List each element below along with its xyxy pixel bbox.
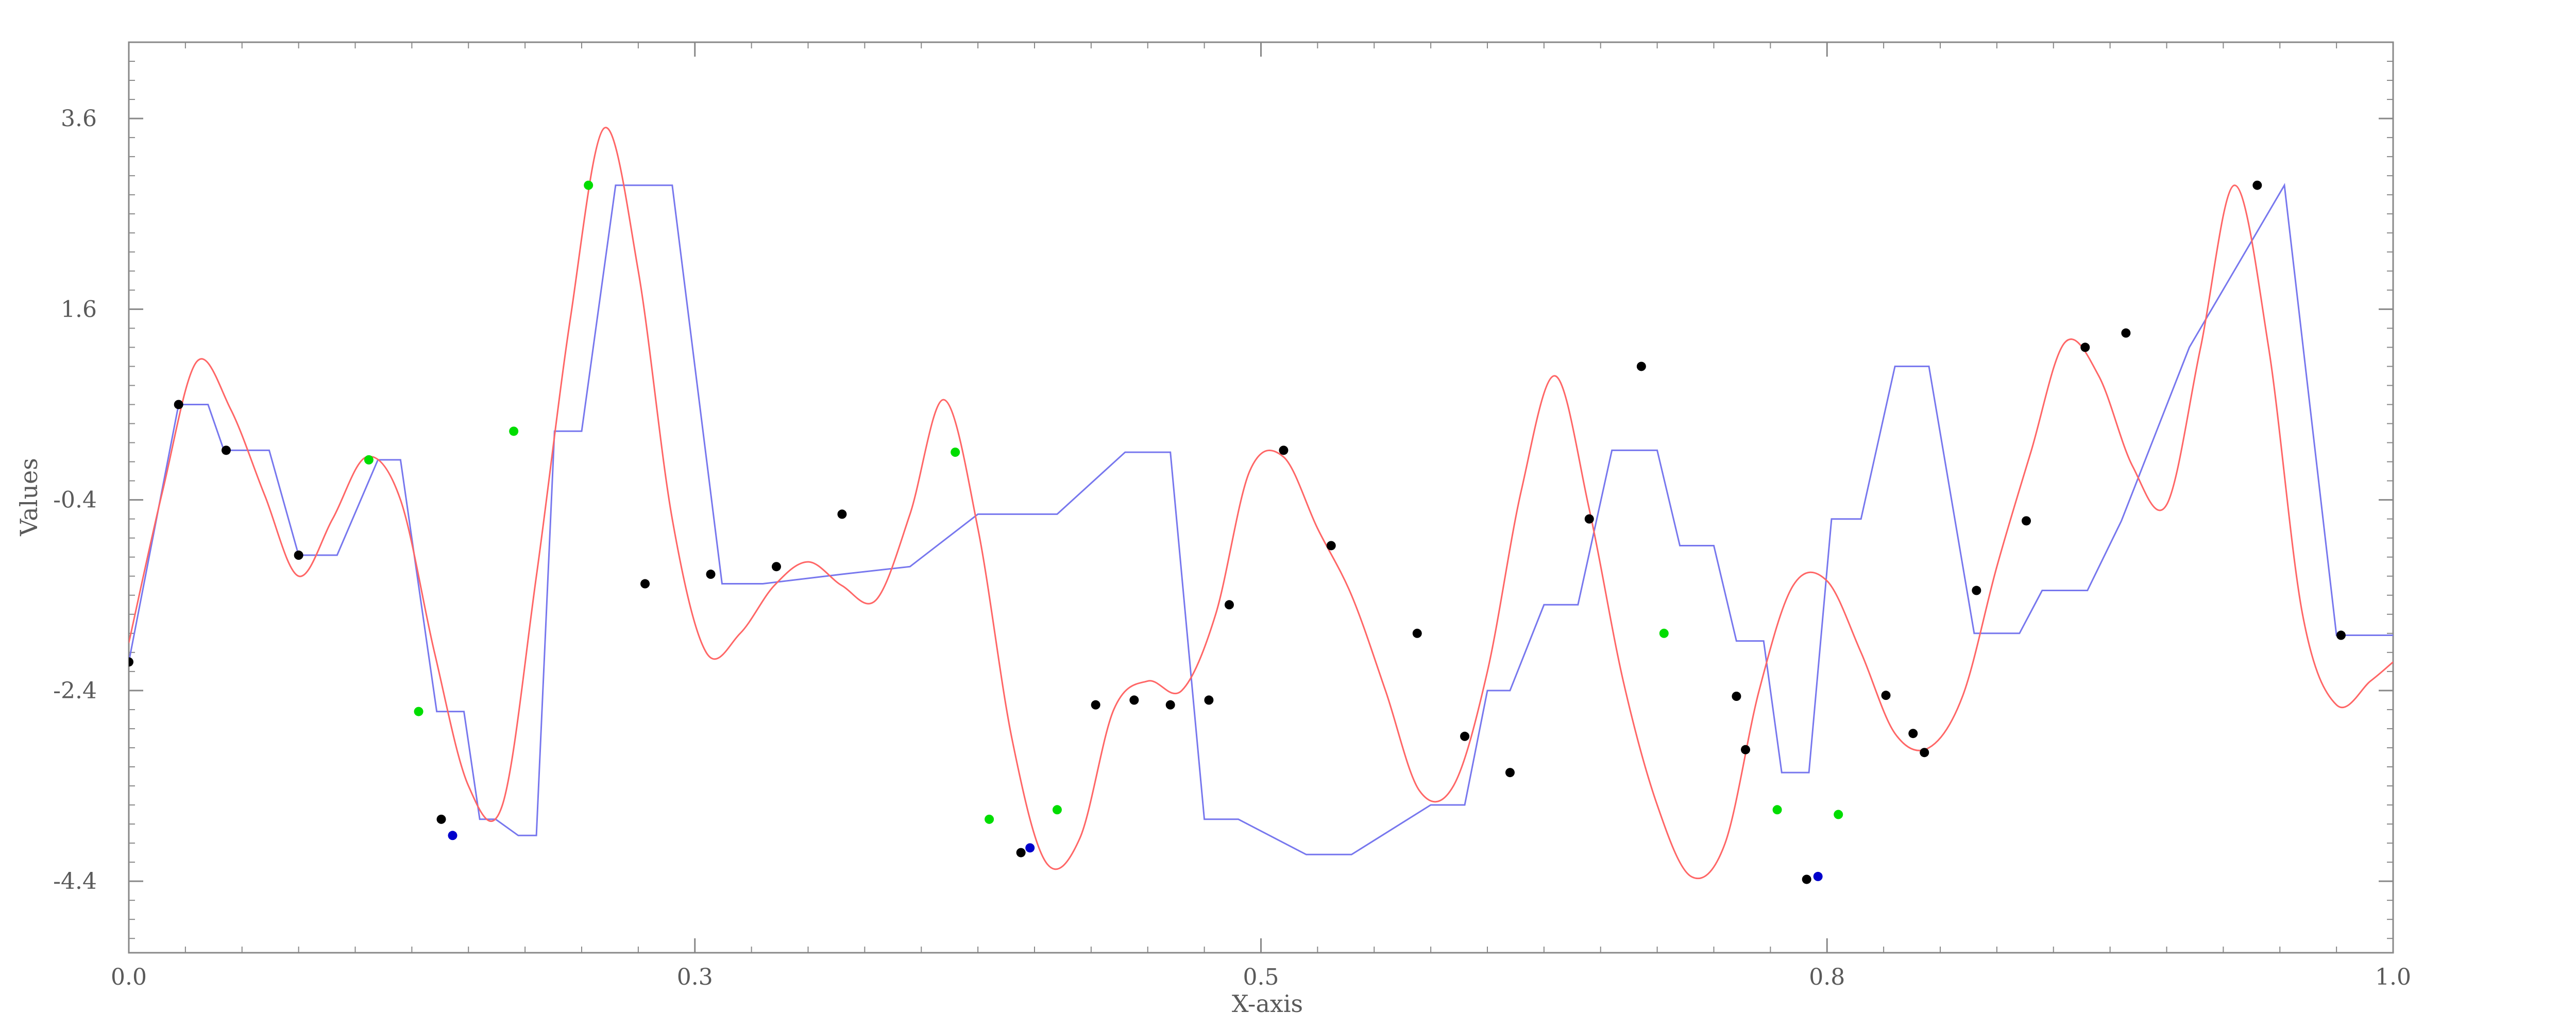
smooth-series-line — [129, 127, 2393, 880]
data-point — [1834, 810, 1843, 819]
data-point — [414, 707, 423, 716]
data-point — [1972, 586, 1981, 595]
data-point — [2022, 516, 2031, 526]
y-tick-label: 1.6 — [61, 296, 97, 322]
data-point — [221, 445, 231, 455]
y-tick-label: -2.4 — [53, 678, 97, 704]
data-point — [294, 551, 303, 560]
data-point — [985, 814, 994, 824]
y-tick-label: -4.4 — [53, 868, 97, 895]
data-point — [706, 570, 716, 579]
axes-frame — [128, 41, 2394, 954]
plot-series — [129, 127, 2393, 884]
y-tick-label: -0.4 — [53, 487, 97, 513]
y-axis-label: Values — [15, 458, 43, 537]
data-point — [1741, 745, 1751, 754]
data-point — [1224, 600, 1234, 610]
y-tick-label: 3.6 — [61, 106, 97, 132]
data-point — [1412, 628, 1422, 638]
data-point — [771, 562, 781, 572]
data-point — [2080, 342, 2090, 352]
data-point — [2121, 328, 2131, 338]
data-point — [364, 455, 374, 465]
data-point — [584, 180, 594, 190]
data-point — [1505, 768, 1515, 778]
x-tick-label: 0.5 — [1243, 964, 1279, 990]
data-point — [448, 831, 457, 840]
data-point — [509, 426, 519, 436]
data-point — [129, 657, 133, 667]
data-point — [1920, 748, 1929, 758]
data-point — [1659, 628, 1669, 638]
data-point — [1802, 874, 1811, 884]
data-point — [1279, 445, 1289, 455]
data-point — [640, 579, 650, 589]
data-point — [951, 448, 960, 457]
data-point — [1881, 691, 1891, 700]
data-point — [2252, 180, 2262, 190]
data-point — [1460, 731, 1470, 741]
x-tick-label: 0.3 — [677, 964, 713, 990]
data-point — [1165, 700, 1175, 710]
x-axis-ticks: 0.0 0.3 0.5 0.8 1.0 — [111, 42, 2411, 990]
plot-area — [129, 127, 2393, 884]
x-tick-label: 1.0 — [2375, 964, 2411, 990]
x-tick-label: 0.8 — [1809, 964, 1845, 990]
data-point — [1091, 700, 1100, 710]
data-point — [174, 400, 183, 409]
data-point — [436, 814, 446, 824]
plot-frame — [128, 41, 2394, 954]
data-point — [1813, 871, 1823, 881]
y-axis-ticks: 3.6 1.6 -0.4 -2.4 -4.4 — [53, 106, 2393, 895]
data-point — [837, 509, 847, 519]
data-point — [1908, 729, 1918, 739]
data-point — [1025, 843, 1035, 853]
data-point — [1772, 805, 1782, 815]
data-point — [1016, 848, 1026, 857]
data-point — [1732, 691, 1741, 701]
data-point — [1326, 541, 1336, 551]
data-point — [1204, 695, 1214, 705]
data-point — [1584, 514, 1594, 524]
x-tick-label: 0.0 — [111, 964, 147, 990]
data-point — [1129, 695, 1139, 705]
data-point — [2336, 630, 2346, 640]
data-point — [1052, 805, 1062, 815]
step-series-line — [129, 183, 2393, 855]
data-point — [1636, 362, 1646, 371]
x-axis-label: X-axis — [1232, 990, 1303, 1018]
